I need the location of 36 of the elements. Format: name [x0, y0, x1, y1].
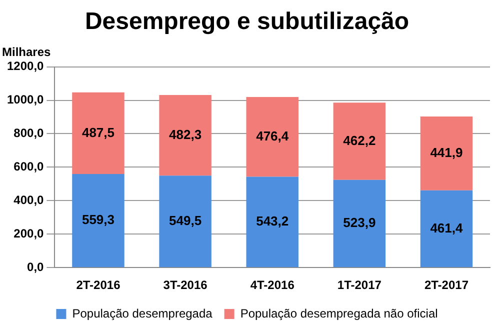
bar	[420, 116, 473, 190]
y-tick-label: 800,0	[14, 126, 44, 140]
data-label: 487,5	[82, 124, 115, 140]
data-label: 461,4	[430, 220, 464, 236]
data-label: 559,3	[82, 212, 115, 228]
data-label: 462,2	[343, 132, 376, 148]
x-tick-label: 2T-2017	[424, 278, 469, 292]
y-axis-title: Milhares	[2, 45, 52, 60]
data-label: 523,9	[343, 215, 376, 230]
data-label: 476,4	[256, 128, 290, 144]
bar	[333, 102, 386, 180]
x-tick-label: 3T-2016	[163, 278, 208, 292]
x-tick-label: 4T-2016	[250, 278, 295, 292]
y-tick-label: 600,0	[14, 160, 44, 174]
data-label: 543,2	[256, 213, 289, 228]
y-tick-label: 400,0	[14, 192, 44, 207]
bar	[246, 176, 298, 268]
x-tick-label: 1T-2017	[337, 278, 382, 292]
data-label: 482,3	[169, 126, 202, 142]
y-tick-label: 1200,0	[7, 59, 44, 74]
bar	[72, 174, 124, 268]
chart-title: Desemprego e subutilização	[84, 8, 410, 36]
y-tick-label: 0,0	[27, 260, 44, 274]
bar	[72, 92, 124, 174]
legend-label: População desempregada não oficial	[240, 306, 438, 320]
data-label: 549,5	[169, 212, 202, 228]
data-label: 441,9	[430, 145, 463, 160]
bar	[159, 176, 212, 268]
y-tick-label: 200,0	[14, 226, 44, 240]
x-tick-label: 2T-2016	[76, 278, 121, 292]
bar	[420, 190, 473, 268]
legend-label: População desempregada	[72, 306, 213, 320]
bar	[159, 94, 212, 176]
bar	[246, 96, 298, 177]
bar	[333, 180, 386, 268]
y-tick-label: 1000,0	[7, 92, 44, 107]
